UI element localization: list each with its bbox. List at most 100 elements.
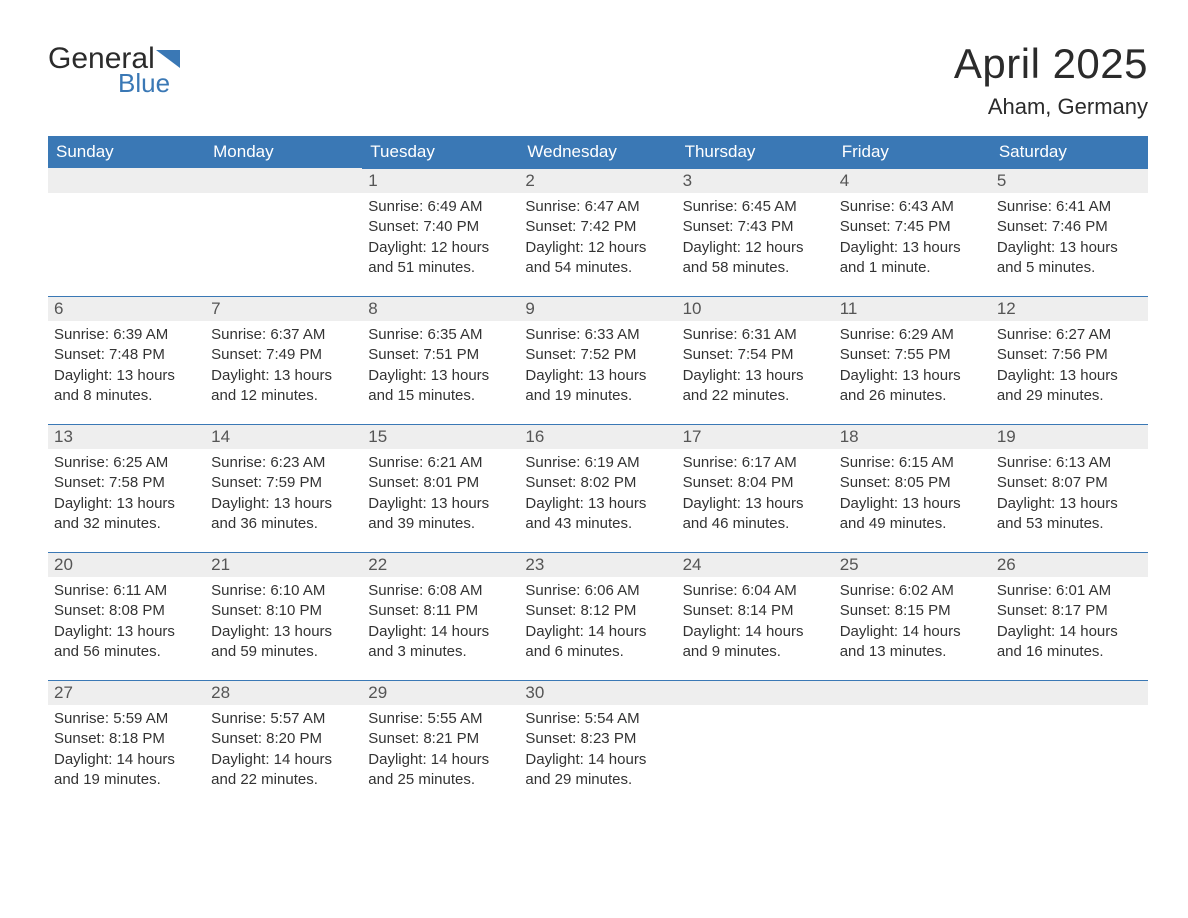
sunset-line: Sunset: 8:20 PM bbox=[211, 729, 356, 749]
calendar-cell: 6Sunrise: 6:39 AMSunset: 7:48 PMDaylight… bbox=[48, 296, 205, 424]
calendar-body: 1Sunrise: 6:49 AMSunset: 7:40 PMDaylight… bbox=[48, 168, 1148, 808]
daylight-line: Daylight: 13 hours and 22 minutes. bbox=[683, 366, 828, 407]
sunset-line: Sunset: 8:14 PM bbox=[683, 601, 828, 621]
col-monday: Monday bbox=[205, 136, 362, 168]
day-number bbox=[991, 680, 1148, 705]
sunrise-line: Sunrise: 6:47 AM bbox=[525, 197, 670, 217]
daylight-line: Daylight: 13 hours and 15 minutes. bbox=[368, 366, 513, 407]
day-details: Sunrise: 6:15 AMSunset: 8:05 PMDaylight:… bbox=[834, 449, 991, 542]
sunrise-line: Sunrise: 6:04 AM bbox=[683, 581, 828, 601]
sunrise-line: Sunrise: 6:21 AM bbox=[368, 453, 513, 473]
sunset-line: Sunset: 8:02 PM bbox=[525, 473, 670, 493]
day-details: Sunrise: 5:59 AMSunset: 8:18 PMDaylight:… bbox=[48, 705, 205, 798]
col-sunday: Sunday bbox=[48, 136, 205, 168]
generalblue-logo-icon: General Blue bbox=[48, 40, 198, 98]
daylight-line: Daylight: 14 hours and 29 minutes. bbox=[525, 750, 670, 791]
day-details: Sunrise: 6:11 AMSunset: 8:08 PMDaylight:… bbox=[48, 577, 205, 670]
day-details: Sunrise: 6:37 AMSunset: 7:49 PMDaylight:… bbox=[205, 321, 362, 414]
day-number: 7 bbox=[205, 296, 362, 321]
day-number: 4 bbox=[834, 168, 991, 193]
sunset-line: Sunset: 8:21 PM bbox=[368, 729, 513, 749]
day-details: Sunrise: 6:06 AMSunset: 8:12 PMDaylight:… bbox=[519, 577, 676, 670]
sunrise-line: Sunrise: 5:55 AM bbox=[368, 709, 513, 729]
sunset-line: Sunset: 7:42 PM bbox=[525, 217, 670, 237]
sunrise-line: Sunrise: 6:33 AM bbox=[525, 325, 670, 345]
logo-triangle-icon bbox=[156, 50, 180, 68]
day-details: Sunrise: 6:43 AMSunset: 7:45 PMDaylight:… bbox=[834, 193, 991, 286]
day-number: 15 bbox=[362, 424, 519, 449]
day-details: Sunrise: 6:31 AMSunset: 7:54 PMDaylight:… bbox=[677, 321, 834, 414]
sunset-line: Sunset: 7:43 PM bbox=[683, 217, 828, 237]
day-details: Sunrise: 6:47 AMSunset: 7:42 PMDaylight:… bbox=[519, 193, 676, 286]
day-number: 14 bbox=[205, 424, 362, 449]
day-number: 23 bbox=[519, 552, 676, 577]
daylight-line: Daylight: 14 hours and 16 minutes. bbox=[997, 622, 1142, 663]
sunrise-line: Sunrise: 6:17 AM bbox=[683, 453, 828, 473]
sunset-line: Sunset: 8:10 PM bbox=[211, 601, 356, 621]
calendar-table: Sunday Monday Tuesday Wednesday Thursday… bbox=[48, 136, 1148, 808]
day-details: Sunrise: 6:10 AMSunset: 8:10 PMDaylight:… bbox=[205, 577, 362, 670]
calendar-cell: 24Sunrise: 6:04 AMSunset: 8:14 PMDayligh… bbox=[677, 552, 834, 680]
daylight-line: Daylight: 13 hours and 53 minutes. bbox=[997, 494, 1142, 535]
day-details: Sunrise: 6:33 AMSunset: 7:52 PMDaylight:… bbox=[519, 321, 676, 414]
day-number: 10 bbox=[677, 296, 834, 321]
daylight-line: Daylight: 13 hours and 32 minutes. bbox=[54, 494, 199, 535]
calendar-cell: 5Sunrise: 6:41 AMSunset: 7:46 PMDaylight… bbox=[991, 168, 1148, 296]
sunset-line: Sunset: 7:59 PM bbox=[211, 473, 356, 493]
sunrise-line: Sunrise: 5:57 AM bbox=[211, 709, 356, 729]
sunset-line: Sunset: 8:07 PM bbox=[997, 473, 1142, 493]
day-details: Sunrise: 6:27 AMSunset: 7:56 PMDaylight:… bbox=[991, 321, 1148, 414]
day-details: Sunrise: 6:39 AMSunset: 7:48 PMDaylight:… bbox=[48, 321, 205, 414]
day-details: Sunrise: 6:02 AMSunset: 8:15 PMDaylight:… bbox=[834, 577, 991, 670]
sunset-line: Sunset: 7:54 PM bbox=[683, 345, 828, 365]
sunrise-line: Sunrise: 6:39 AM bbox=[54, 325, 199, 345]
calendar-cell: 1Sunrise: 6:49 AMSunset: 7:40 PMDaylight… bbox=[362, 168, 519, 296]
sunset-line: Sunset: 7:58 PM bbox=[54, 473, 199, 493]
calendar-week-row: 6Sunrise: 6:39 AMSunset: 7:48 PMDaylight… bbox=[48, 296, 1148, 424]
daylight-line: Daylight: 13 hours and 19 minutes. bbox=[525, 366, 670, 407]
daylight-line: Daylight: 13 hours and 36 minutes. bbox=[211, 494, 356, 535]
calendar-cell: 10Sunrise: 6:31 AMSunset: 7:54 PMDayligh… bbox=[677, 296, 834, 424]
day-details: Sunrise: 6:45 AMSunset: 7:43 PMDaylight:… bbox=[677, 193, 834, 286]
sunrise-line: Sunrise: 6:15 AM bbox=[840, 453, 985, 473]
daylight-line: Daylight: 13 hours and 46 minutes. bbox=[683, 494, 828, 535]
sunrise-line: Sunrise: 6:13 AM bbox=[997, 453, 1142, 473]
day-details bbox=[48, 193, 205, 205]
day-number: 5 bbox=[991, 168, 1148, 193]
sunset-line: Sunset: 7:51 PM bbox=[368, 345, 513, 365]
sunset-line: Sunset: 7:45 PM bbox=[840, 217, 985, 237]
day-number: 30 bbox=[519, 680, 676, 705]
day-number: 3 bbox=[677, 168, 834, 193]
calendar-cell: 26Sunrise: 6:01 AMSunset: 8:17 PMDayligh… bbox=[991, 552, 1148, 680]
sunrise-line: Sunrise: 6:35 AM bbox=[368, 325, 513, 345]
sunrise-line: Sunrise: 5:59 AM bbox=[54, 709, 199, 729]
sunrise-line: Sunrise: 6:10 AM bbox=[211, 581, 356, 601]
day-number: 8 bbox=[362, 296, 519, 321]
daylight-line: Daylight: 13 hours and 29 minutes. bbox=[997, 366, 1142, 407]
sunset-line: Sunset: 7:46 PM bbox=[997, 217, 1142, 237]
day-details: Sunrise: 6:29 AMSunset: 7:55 PMDaylight:… bbox=[834, 321, 991, 414]
calendar-week-row: 20Sunrise: 6:11 AMSunset: 8:08 PMDayligh… bbox=[48, 552, 1148, 680]
sunrise-line: Sunrise: 5:54 AM bbox=[525, 709, 670, 729]
daylight-line: Daylight: 13 hours and 43 minutes. bbox=[525, 494, 670, 535]
calendar-cell: 12Sunrise: 6:27 AMSunset: 7:56 PMDayligh… bbox=[991, 296, 1148, 424]
day-number: 17 bbox=[677, 424, 834, 449]
col-friday: Friday bbox=[834, 136, 991, 168]
daylight-line: Daylight: 13 hours and 5 minutes. bbox=[997, 238, 1142, 279]
calendar-header-row: Sunday Monday Tuesday Wednesday Thursday… bbox=[48, 136, 1148, 168]
calendar-cell: 4Sunrise: 6:43 AMSunset: 7:45 PMDaylight… bbox=[834, 168, 991, 296]
calendar-cell: 21Sunrise: 6:10 AMSunset: 8:10 PMDayligh… bbox=[205, 552, 362, 680]
calendar-cell: 19Sunrise: 6:13 AMSunset: 8:07 PMDayligh… bbox=[991, 424, 1148, 552]
sunset-line: Sunset: 8:01 PM bbox=[368, 473, 513, 493]
calendar-cell: 15Sunrise: 6:21 AMSunset: 8:01 PMDayligh… bbox=[362, 424, 519, 552]
page-header: General Blue April 2025 Aham, Germany bbox=[48, 40, 1148, 120]
sunrise-line: Sunrise: 6:08 AM bbox=[368, 581, 513, 601]
sunset-line: Sunset: 7:52 PM bbox=[525, 345, 670, 365]
daylight-line: Daylight: 14 hours and 13 minutes. bbox=[840, 622, 985, 663]
day-number bbox=[48, 168, 205, 193]
col-saturday: Saturday bbox=[991, 136, 1148, 168]
col-thursday: Thursday bbox=[677, 136, 834, 168]
calendar-cell: 8 Sunrise: 6:35 AMSunset: 7:51 PMDaylight… bbox=[362, 296, 519, 424]
calendar-cell: 18Sunrise: 6:15 AMSunset: 8:05 PMDayligh… bbox=[834, 424, 991, 552]
logo: General Blue bbox=[48, 40, 198, 98]
